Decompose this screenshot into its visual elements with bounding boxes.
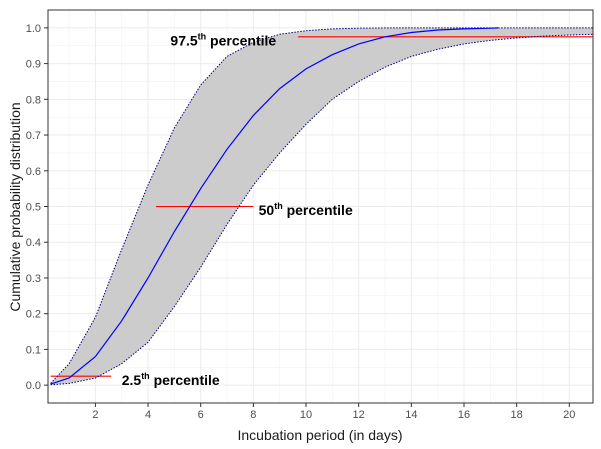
y-tick-label: 0.5 <box>26 202 41 214</box>
annotation-label: percentile <box>206 32 276 48</box>
x-tick-label: 16 <box>458 409 470 421</box>
y-tick-label: 0.4 <box>26 237 41 249</box>
percentile-annotation: 50th percentile <box>259 201 353 218</box>
y-tick-label: 0.8 <box>26 94 41 106</box>
upper-bound-line <box>50 27 593 384</box>
annotation-value: 2.5 <box>122 372 142 388</box>
x-tick-label: 2 <box>92 409 98 421</box>
x-tick-label: 4 <box>145 409 151 421</box>
annotation-suffix: th <box>198 31 207 41</box>
y-tick-label: 0.7 <box>26 130 41 142</box>
y-tick-label: 0.6 <box>26 166 41 178</box>
y-tick-label: 1.0 <box>26 23 41 35</box>
x-tick-label: 20 <box>563 409 575 421</box>
x-axis-title: Incubation period (in days) <box>238 427 403 443</box>
percentile-annotation: 2.5th percentile <box>122 371 220 388</box>
percentile-annotation: 97.5th percentile <box>170 31 276 48</box>
confidence-band <box>50 27 594 385</box>
lower-bound-line <box>50 33 594 386</box>
x-tick-label: 18 <box>511 409 523 421</box>
x-tick-label: 10 <box>300 409 312 421</box>
median-cdf-line <box>50 27 499 385</box>
annotation-suffix: th <box>141 371 150 381</box>
x-tick-label: 14 <box>405 409 417 421</box>
annotation-label: percentile <box>150 372 220 388</box>
annotation-suffix: th <box>274 201 283 211</box>
x-tick-label: 12 <box>353 409 365 421</box>
annotation-value: 97.5 <box>170 32 197 48</box>
y-tick-label: 0.1 <box>26 344 41 356</box>
annotation-value: 50 <box>259 202 275 218</box>
axes: 2 4 6 8 10 12 14 16 18 20 0.0 0.1 0.2 0.3 0.4 0.5 0.6 0.7… <box>26 9 594 421</box>
x-tick-label: 6 <box>198 409 204 421</box>
y-axis-title: Cumulative probability distribution <box>7 102 23 311</box>
y-tick-label: 0.3 <box>26 273 41 285</box>
x-tick-label: 8 <box>250 409 256 421</box>
y-tick-label: 0.9 <box>26 59 41 71</box>
y-tick-label: 0.2 <box>26 309 41 321</box>
y-tick-label: 0.0 <box>26 380 41 392</box>
annotation-label: percentile <box>283 202 353 218</box>
